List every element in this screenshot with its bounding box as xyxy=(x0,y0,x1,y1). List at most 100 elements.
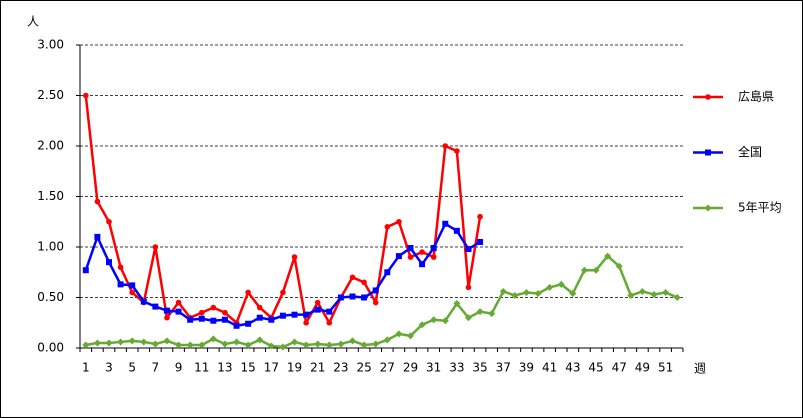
marker xyxy=(384,269,391,276)
marker xyxy=(256,304,263,311)
marker xyxy=(395,253,402,260)
marker xyxy=(221,340,229,348)
marker xyxy=(454,148,460,154)
marker xyxy=(395,330,403,338)
x-tick-label: 9 xyxy=(175,361,183,375)
marker xyxy=(256,336,264,344)
marker xyxy=(406,332,414,340)
x-tick-label: 19 xyxy=(287,361,302,375)
x-tick-label: 51 xyxy=(658,361,673,375)
marker xyxy=(303,319,309,326)
marker xyxy=(419,249,425,255)
marker xyxy=(280,289,286,296)
legend-marker xyxy=(705,149,711,156)
x-tick-label: 17 xyxy=(264,361,279,375)
marker xyxy=(488,310,496,318)
marker xyxy=(221,316,228,323)
x-tick-label: 13 xyxy=(217,361,232,375)
marker xyxy=(326,308,333,315)
marker xyxy=(419,261,426,268)
marker xyxy=(244,341,252,349)
marker xyxy=(128,337,136,345)
marker xyxy=(650,290,658,298)
marker xyxy=(198,315,205,322)
marker xyxy=(140,338,148,346)
marker xyxy=(627,291,635,299)
marker xyxy=(477,213,483,220)
x-tick-label: 49 xyxy=(635,361,650,375)
marker xyxy=(441,317,449,325)
marker xyxy=(117,264,124,271)
marker xyxy=(673,294,681,301)
marker xyxy=(140,298,147,305)
x-tick-label: 29 xyxy=(403,361,418,375)
x-tick-label: 47 xyxy=(612,361,627,375)
y-tick-label: 2.50 xyxy=(37,88,64,102)
marker xyxy=(592,266,600,274)
x-axis-label: 週 xyxy=(694,362,706,376)
y-tick-label: 1.00 xyxy=(37,240,64,254)
marker xyxy=(384,224,391,230)
marker xyxy=(615,262,623,270)
marker xyxy=(337,294,344,301)
marker xyxy=(129,282,136,289)
marker xyxy=(163,307,170,314)
marker xyxy=(117,338,125,346)
marker xyxy=(105,339,113,347)
marker xyxy=(210,317,217,324)
marker xyxy=(430,254,437,260)
x-tick-label: 33 xyxy=(449,361,464,375)
marker xyxy=(129,289,135,296)
legend-marker xyxy=(704,204,712,212)
x-tick-label: 39 xyxy=(519,361,534,375)
marker xyxy=(152,244,159,250)
marker xyxy=(198,341,206,349)
marker xyxy=(511,291,519,299)
marker xyxy=(383,336,391,344)
marker xyxy=(245,289,251,296)
x-tick-label: 41 xyxy=(542,361,557,375)
marker xyxy=(279,312,286,319)
marker xyxy=(372,340,380,348)
marker xyxy=(175,341,183,349)
y-tick-label: 3.00 xyxy=(37,38,64,52)
marker xyxy=(106,218,112,225)
marker xyxy=(186,341,194,349)
marker xyxy=(303,311,310,318)
marker xyxy=(163,337,171,345)
marker xyxy=(291,254,298,260)
marker xyxy=(152,303,159,310)
marker xyxy=(291,338,299,346)
x-tick-label: 43 xyxy=(565,361,580,375)
marker xyxy=(210,304,217,311)
marker xyxy=(465,284,472,291)
marker xyxy=(349,274,356,281)
y-tick-label: 0.00 xyxy=(37,341,64,355)
x-tick-label: 3 xyxy=(105,361,113,375)
marker xyxy=(175,308,182,315)
x-tick-label: 23 xyxy=(333,361,348,375)
marker xyxy=(477,238,484,245)
x-tick-label: 31 xyxy=(426,361,441,375)
marker xyxy=(94,198,101,205)
marker xyxy=(418,321,426,329)
marker xyxy=(268,316,275,323)
marker xyxy=(175,299,182,306)
x-tick-label: 7 xyxy=(152,361,160,375)
marker xyxy=(233,338,241,346)
marker xyxy=(82,267,89,274)
marker xyxy=(360,341,368,349)
marker xyxy=(464,314,472,322)
marker xyxy=(361,279,367,286)
marker xyxy=(337,340,345,348)
legend-marker xyxy=(705,94,711,100)
marker xyxy=(349,337,357,345)
marker xyxy=(325,341,333,349)
marker xyxy=(245,320,252,327)
x-tick-label: 27 xyxy=(380,361,395,375)
legend-label: 広島県 xyxy=(738,89,774,104)
marker xyxy=(372,299,379,306)
x-tick-label: 37 xyxy=(496,361,511,375)
marker xyxy=(442,220,449,227)
